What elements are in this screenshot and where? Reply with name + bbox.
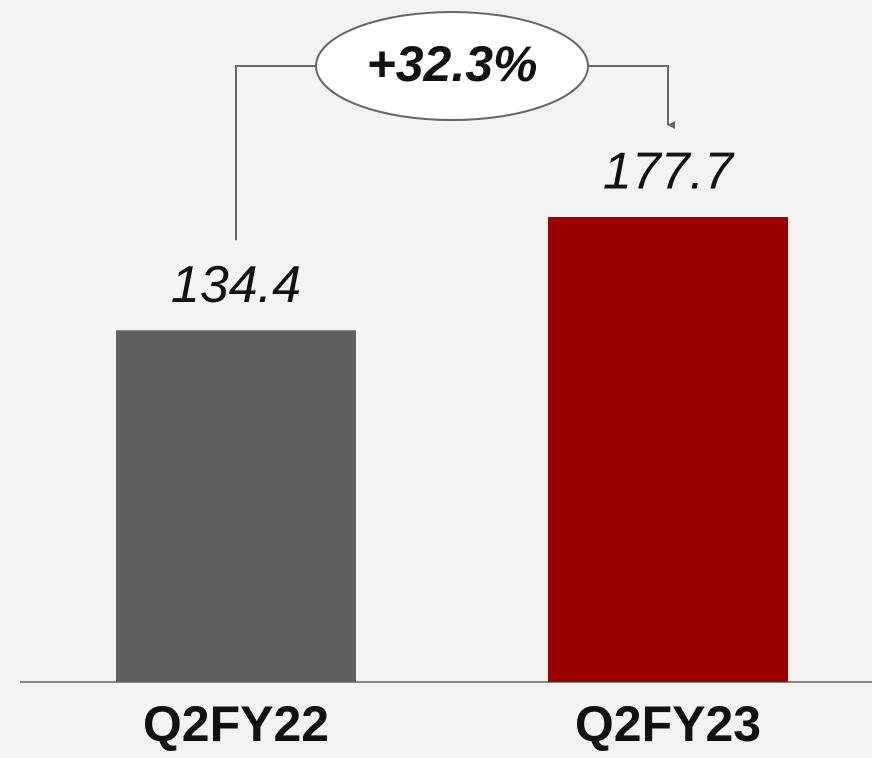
value-label: 134.4 [171,256,301,314]
bar [116,330,356,682]
x-tick-label: Q2FY23 [575,696,761,752]
bar [548,217,788,682]
connector-arrow [588,65,676,129]
annotation-bubble [315,11,589,121]
annotation: +32.3% [367,36,538,92]
x-tick-label: Q2FY22 [143,696,329,752]
value-label: 177.7 [603,143,735,201]
connector [235,65,316,241]
